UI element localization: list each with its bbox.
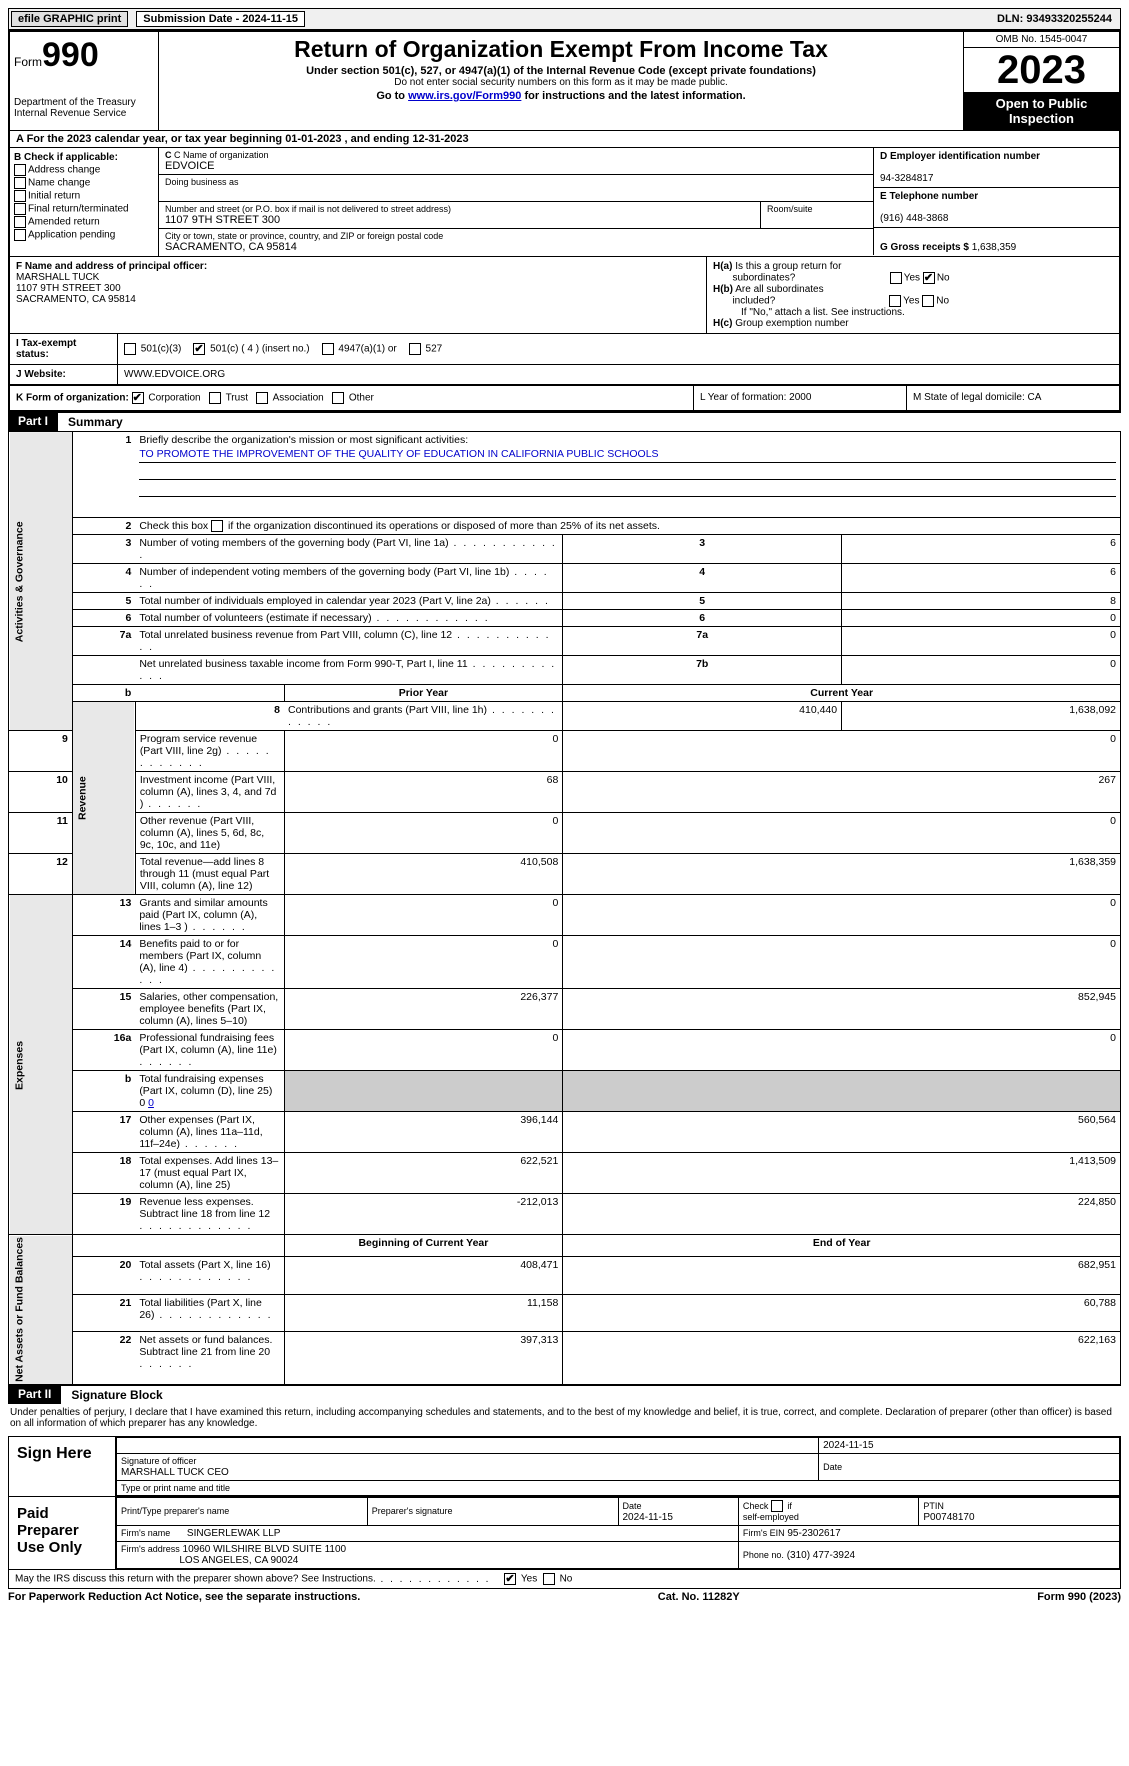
tax-year: 2023 <box>964 48 1119 92</box>
form-990-container: Form990 Department of the Treasury Inter… <box>8 30 1121 412</box>
part2-header: Part II Signature Block <box>8 1385 1121 1404</box>
dln: DLN: 93493320255244 <box>997 13 1118 25</box>
efile-top-bar: efile GRAPHIC print Submission Date - 20… <box>8 8 1121 30</box>
ssn-note: Do not enter social security numbers on … <box>167 77 955 88</box>
paid-preparer-label: Paid Preparer Use Only <box>9 1497 116 1569</box>
city-state-zip: SACRAMENTO, CA 95814 <box>165 241 867 253</box>
penalties-text: Under penalties of perjury, I declare th… <box>8 1404 1121 1432</box>
form-number: Form990 <box>14 36 154 75</box>
section-b-checkboxes: B Check if applicable: Address change Na… <box>10 148 159 256</box>
form-subtitle: Under section 501(c), 527, or 4947(a)(1)… <box>167 65 955 77</box>
ein: 94-3284817 <box>880 173 933 184</box>
part1-header: Part I Summary <box>8 412 1121 431</box>
street-address: 1107 9TH STREET 300 <box>165 214 754 226</box>
sign-here-label: Sign Here <box>9 1437 116 1496</box>
mission-text: TO PROMOTE THE IMPROVEMENT OF THE QUALIT… <box>139 448 1116 463</box>
org-name: EDVOICE <box>165 160 867 172</box>
year-formation: L Year of formation: 2000 <box>693 386 906 410</box>
page-footer: For Paperwork Reduction Act Notice, see … <box>8 1589 1121 1603</box>
website: WWW.EDVOICE.ORG <box>124 369 225 380</box>
submission-date: Submission Date - 2024-11-15 <box>136 11 305 27</box>
discuss-row: May the IRS discuss this return with the… <box>8 1570 1121 1589</box>
state-domicile: M State of legal domicile: CA <box>906 386 1119 410</box>
phone: (916) 448-3868 <box>880 213 948 224</box>
open-inspection: Open to Public Inspection <box>964 92 1119 130</box>
gross-receipts: 1,638,359 <box>972 242 1017 253</box>
irs-link[interactable]: www.irs.gov/Form990 <box>408 90 521 102</box>
goto-note: Go to www.irs.gov/Form990 for instructio… <box>167 90 955 102</box>
omb-number: OMB No. 1545-0047 <box>964 32 1119 48</box>
officer-name: MARSHALL TUCK <box>16 272 99 283</box>
summary-table: Activities & Governance 1 Briefly descri… <box>8 431 1121 1385</box>
form-title: Return of Organization Exempt From Incom… <box>167 36 955 63</box>
row-a-tax-year: A For the 2023 calendar year, or tax yea… <box>10 131 1119 148</box>
dept-label: Department of the Treasury Internal Reve… <box>14 97 154 119</box>
gov-section-label: Activities & Governance <box>9 432 73 731</box>
efile-graphic-btn[interactable]: efile GRAPHIC print <box>11 11 128 27</box>
